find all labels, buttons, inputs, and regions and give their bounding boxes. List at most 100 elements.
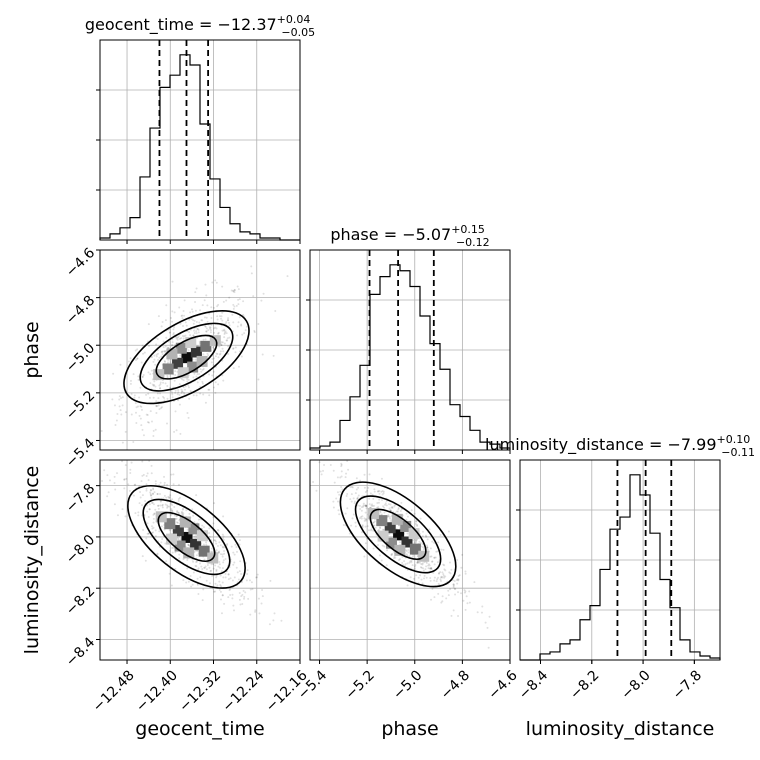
scatter-point xyxy=(177,483,180,486)
scatter-point xyxy=(448,561,451,564)
scatter-point xyxy=(201,599,204,602)
scatter-point xyxy=(146,413,149,416)
scatter-point xyxy=(199,392,202,395)
scatter-point xyxy=(228,336,231,339)
scatter-point xyxy=(468,601,471,604)
scatter-point xyxy=(419,566,422,569)
scatter-point xyxy=(159,387,162,390)
scatter-point xyxy=(217,332,220,335)
scatter-point xyxy=(147,532,150,535)
scatter-point xyxy=(188,318,191,321)
scatter-point xyxy=(172,473,175,476)
scatter-point xyxy=(258,612,261,615)
scatter-point xyxy=(171,343,174,346)
scatter-point xyxy=(173,379,176,382)
scatter-point xyxy=(230,289,233,292)
scatter-point xyxy=(216,544,219,547)
scatter-point xyxy=(121,396,124,399)
scatter-point xyxy=(361,515,364,518)
scatter-point xyxy=(169,361,172,364)
scatter-point xyxy=(136,357,139,360)
scatter-point xyxy=(383,545,386,548)
scatter-point xyxy=(373,520,376,523)
scatter-point xyxy=(272,619,275,622)
scatter-point xyxy=(430,568,433,571)
scatter-point xyxy=(186,567,189,570)
scatter-point xyxy=(242,589,245,592)
hist-bar xyxy=(610,529,620,660)
scatter-point xyxy=(160,350,163,353)
scatter-point xyxy=(192,394,195,397)
scatter-point xyxy=(172,546,175,549)
scatter-point xyxy=(147,515,150,518)
scatter-point xyxy=(456,578,459,581)
scatter-point xyxy=(168,505,171,508)
scatter-point xyxy=(150,497,153,500)
hist-bar xyxy=(190,65,200,240)
scatter-point xyxy=(454,588,457,591)
scatter-point xyxy=(177,391,180,394)
scatter-point xyxy=(338,513,341,516)
scatter-point xyxy=(217,356,220,359)
scatter-point xyxy=(416,561,419,564)
scatter-point xyxy=(163,399,166,402)
scatter-point xyxy=(359,508,362,511)
scatter-point xyxy=(422,548,425,551)
hist-step-geocent_time xyxy=(99,54,300,241)
scatter-point xyxy=(322,469,325,472)
scatter-point xyxy=(487,646,490,649)
scatter-point xyxy=(136,348,139,351)
scatter-point xyxy=(433,596,436,599)
scatter-point xyxy=(340,462,343,465)
scatter-point xyxy=(120,413,123,416)
scatter-point xyxy=(340,465,343,468)
scatter-point xyxy=(372,521,375,524)
scatter-point xyxy=(332,500,335,503)
scatter-point xyxy=(194,564,197,567)
scatter-point xyxy=(414,522,417,525)
scatter-point xyxy=(222,379,225,382)
scatter-point xyxy=(152,396,155,399)
scatter-point xyxy=(183,299,186,302)
hist-bar xyxy=(690,652,700,660)
scatter-point xyxy=(173,326,176,329)
scatter-point xyxy=(124,411,127,414)
scatter-point xyxy=(165,422,168,425)
scatter-point xyxy=(182,391,185,394)
scatter-point xyxy=(429,547,432,550)
scatter-point xyxy=(232,290,235,293)
scatter-point xyxy=(225,544,228,547)
scatter-point xyxy=(227,345,230,348)
x-tick-label: −12.48 xyxy=(90,667,138,715)
scatter-point xyxy=(134,358,137,361)
scatter-point xyxy=(198,340,201,343)
scatter-point xyxy=(437,541,440,544)
title-upper: +0.15 xyxy=(451,223,485,236)
scatter-point xyxy=(116,472,119,475)
scatter-point xyxy=(123,487,126,490)
scatter-point xyxy=(222,559,225,562)
scatter-point xyxy=(213,327,216,330)
scatter-point xyxy=(219,544,222,547)
scatter-point xyxy=(160,351,163,354)
scatter-point xyxy=(159,493,162,496)
scatter-point xyxy=(154,535,157,538)
scatter-point xyxy=(121,508,124,511)
scatter-point xyxy=(170,507,173,510)
scatter-point xyxy=(184,385,187,388)
scatter-point xyxy=(144,559,147,562)
scatter-point xyxy=(221,545,224,548)
scatter-point xyxy=(147,392,150,395)
scatter-point xyxy=(428,567,431,570)
scatter-point xyxy=(350,485,353,488)
scatter-point xyxy=(238,539,241,542)
scatter-point xyxy=(191,583,194,586)
scatter-point xyxy=(144,499,147,502)
hist-bar xyxy=(370,294,380,450)
scatter-point xyxy=(154,363,157,366)
scatter-point xyxy=(464,570,467,573)
scatter-point xyxy=(233,291,236,294)
scatter-point xyxy=(363,473,366,476)
scatter-point xyxy=(223,552,226,555)
scatter-point xyxy=(382,528,385,531)
